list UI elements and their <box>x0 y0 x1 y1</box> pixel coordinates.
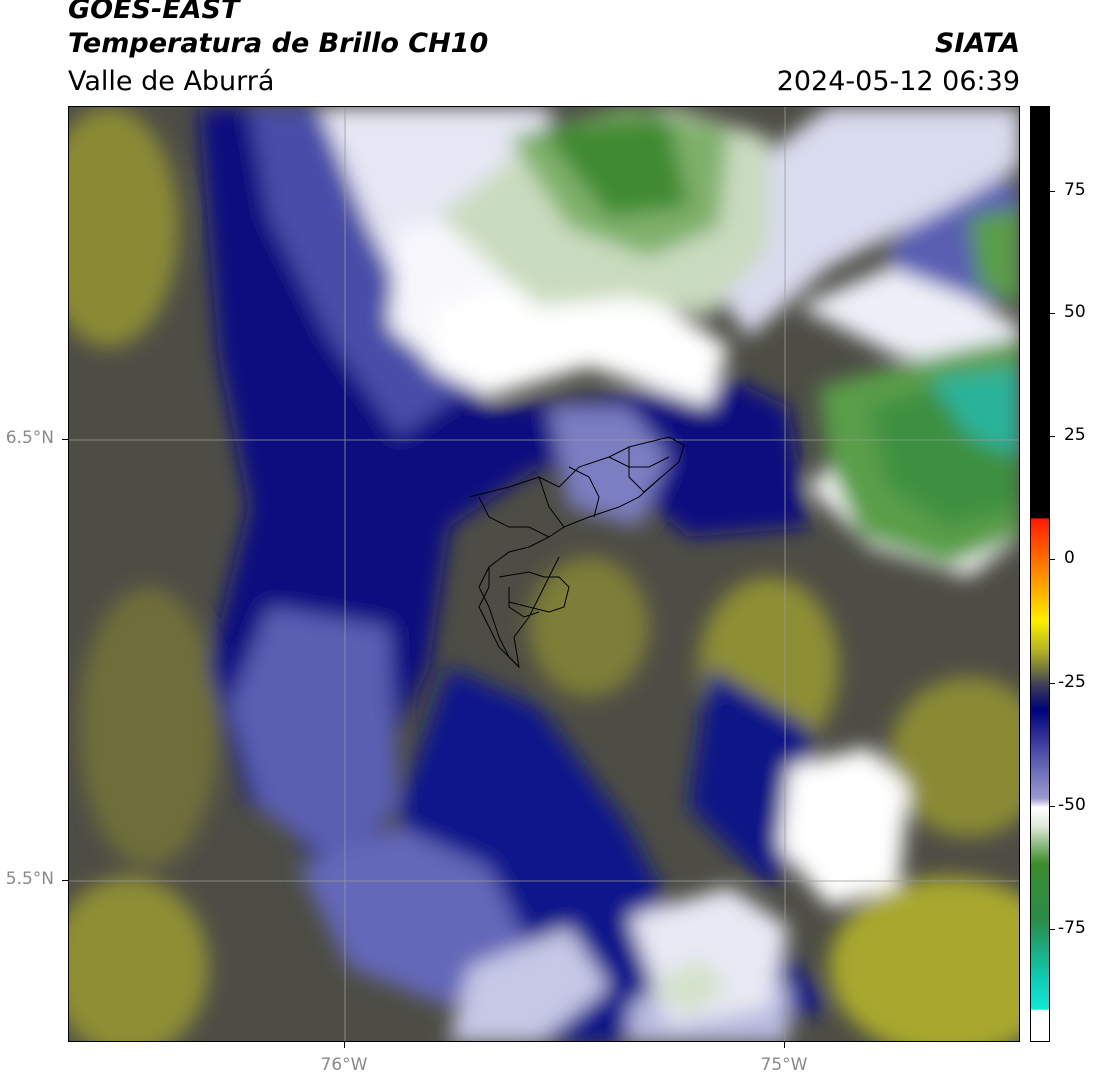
organization-label: SIATA <box>934 28 1020 59</box>
map-canvas <box>69 107 1019 1041</box>
lat-tick <box>62 439 68 440</box>
product-title: Temperatura de Brillo CH10 <box>68 28 489 59</box>
colorbar-label-25: 25 <box>1064 425 1086 445</box>
datetime-label: 2024-05-12 06:39 <box>776 66 1020 97</box>
colorbar-label-minus75: -75 <box>1058 918 1086 938</box>
temperature-field <box>69 107 1019 1041</box>
region-subtitle: Valle de Aburrá <box>68 66 275 97</box>
colorbar-tick <box>1050 929 1055 930</box>
municipality-boundaries <box>468 436 685 669</box>
lat-tick <box>62 880 68 881</box>
lon-label-76w: 76°W <box>320 1055 368 1075</box>
lon-tick <box>784 1042 785 1048</box>
colorbar-tick <box>1050 559 1055 560</box>
brightness-temperature-map <box>68 106 1020 1042</box>
colorbar-label-50: 50 <box>1064 302 1086 322</box>
colorbar-tick <box>1050 806 1055 807</box>
lat-label-6-5n: 6.5°N <box>5 428 54 448</box>
colorbar-gradient <box>1031 107 1049 1041</box>
colorbar <box>1030 106 1050 1042</box>
colorbar-tick <box>1050 436 1055 437</box>
lon-label-75w: 75°W <box>760 1055 808 1075</box>
colorbar-label-minus50: -50 <box>1058 795 1086 815</box>
colorbar-label-minus25: -25 <box>1058 672 1086 692</box>
colorbar-label-0: 0 <box>1064 548 1075 568</box>
colorbar-label-75: 75 <box>1064 180 1086 200</box>
colorbar-tick <box>1050 313 1055 314</box>
satellite-title: GOES-EAST <box>68 0 240 25</box>
colorbar-tick <box>1050 191 1055 192</box>
lon-tick <box>344 1042 345 1048</box>
colorbar-tick <box>1050 683 1055 684</box>
lat-label-5-5n: 5.5°N <box>5 869 54 889</box>
